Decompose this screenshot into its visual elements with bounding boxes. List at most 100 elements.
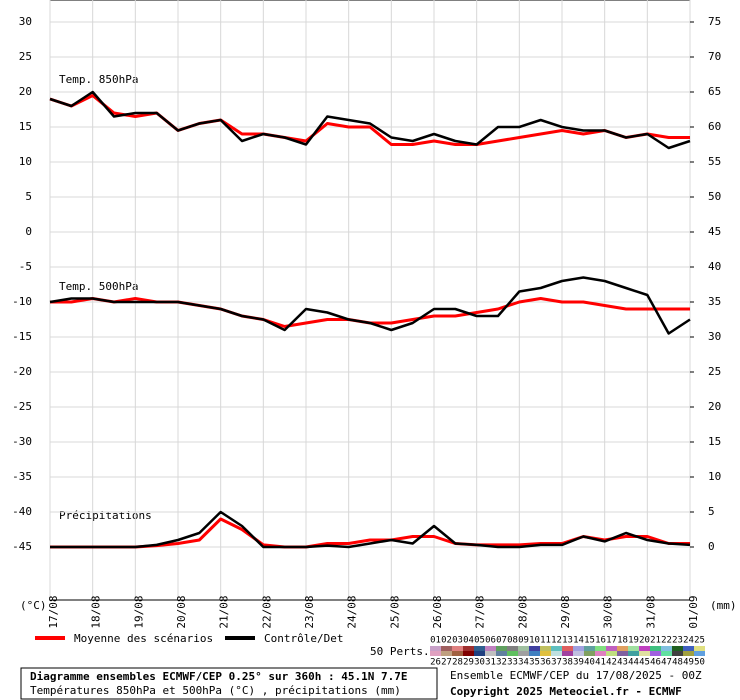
member-label: 44 bbox=[628, 658, 639, 668]
member-swatch bbox=[441, 646, 452, 651]
member-label: 08 bbox=[507, 636, 518, 646]
member-swatch bbox=[562, 651, 573, 656]
member-label: 13 bbox=[562, 636, 573, 646]
member-swatch bbox=[694, 651, 705, 656]
member-label: 23 bbox=[672, 636, 683, 646]
y2-tick-label: 75 bbox=[708, 15, 721, 28]
member-swatch bbox=[573, 646, 584, 651]
x-tick-label: 28/08 bbox=[516, 595, 529, 628]
member-label: 01 bbox=[430, 636, 441, 646]
member-swatch bbox=[529, 651, 540, 656]
member-label: 03 bbox=[452, 636, 463, 646]
member-label: 47 bbox=[661, 658, 672, 668]
member-swatch bbox=[441, 651, 452, 656]
member-label: 16 bbox=[595, 636, 606, 646]
y-axis-label: (°C) bbox=[20, 599, 47, 612]
member-swatch bbox=[672, 646, 683, 651]
members-title: 50 Perts. bbox=[370, 645, 430, 658]
y2-tick-label: 40 bbox=[708, 260, 721, 273]
x-tick-label: 01/09 bbox=[687, 595, 700, 628]
member-label: 26 bbox=[430, 658, 441, 668]
member-label: 41 bbox=[595, 658, 606, 668]
member-label: 18 bbox=[617, 636, 628, 646]
panel-label: Temp. 500hPa bbox=[59, 280, 138, 293]
member-label: 36 bbox=[540, 658, 551, 668]
y-tick-label: 15 bbox=[19, 120, 32, 133]
member-swatch bbox=[661, 646, 672, 651]
y-tick-label: -40 bbox=[12, 505, 32, 518]
member-swatch bbox=[540, 651, 551, 656]
y2-tick-label: 10 bbox=[708, 470, 721, 483]
member-swatch bbox=[628, 646, 639, 651]
member-label: 40 bbox=[584, 658, 595, 668]
y2-tick-label: 65 bbox=[708, 85, 721, 98]
member-label: 10 bbox=[529, 636, 540, 646]
legend-label: Contrôle/Det bbox=[264, 632, 343, 645]
member-swatch bbox=[683, 651, 694, 656]
member-label: 11 bbox=[540, 636, 551, 646]
member-swatch bbox=[694, 646, 705, 651]
member-label: 34 bbox=[518, 658, 529, 668]
member-swatch bbox=[474, 646, 485, 651]
x-tick-label: 24/08 bbox=[346, 595, 359, 628]
member-label: 05 bbox=[474, 636, 485, 646]
y2-tick-label: 25 bbox=[708, 365, 721, 378]
y-tick-label: -10 bbox=[12, 295, 32, 308]
member-swatch bbox=[507, 651, 518, 656]
member-swatch bbox=[474, 651, 485, 656]
y-tick-label: 25 bbox=[19, 50, 32, 63]
member-swatch bbox=[617, 651, 628, 656]
member-label: 17 bbox=[606, 636, 617, 646]
member-swatch bbox=[485, 651, 496, 656]
y-tick-label: -20 bbox=[12, 365, 32, 378]
footer-title: Diagramme ensembles ECMWF/CEP 0.25° sur … bbox=[30, 670, 408, 683]
y2-tick-label: 5 bbox=[708, 505, 715, 518]
member-label: 39 bbox=[573, 658, 584, 668]
y2-tick-label: 50 bbox=[708, 190, 721, 203]
member-swatch bbox=[507, 646, 518, 651]
y-tick-label: 0 bbox=[25, 225, 32, 238]
footer-copyright: Copyright 2025 Meteociel.fr - ECMWF bbox=[450, 685, 682, 698]
member-label: 46 bbox=[650, 658, 661, 668]
member-label: 19 bbox=[628, 636, 639, 646]
y-tick-label: -15 bbox=[12, 330, 32, 343]
member-swatch bbox=[496, 646, 507, 651]
member-label: 20 bbox=[639, 636, 650, 646]
y-tick-label: 30 bbox=[19, 15, 32, 28]
x-tick-label: 19/08 bbox=[132, 595, 145, 628]
y2-tick-label: 35 bbox=[708, 295, 721, 308]
x-tick-label: 22/08 bbox=[260, 595, 273, 628]
y2-tick-label: 15 bbox=[708, 435, 721, 448]
y2-tick-label: 55 bbox=[708, 155, 721, 168]
member-label: 12 bbox=[551, 636, 562, 646]
member-swatch bbox=[650, 651, 661, 656]
member-label: 15 bbox=[584, 636, 595, 646]
member-swatch bbox=[584, 651, 595, 656]
member-label: 21 bbox=[650, 636, 661, 646]
member-swatch bbox=[617, 646, 628, 651]
member-swatch bbox=[463, 651, 474, 656]
member-label: 48 bbox=[672, 658, 683, 668]
member-label: 33 bbox=[507, 658, 518, 668]
x-tick-label: 29/08 bbox=[559, 595, 572, 628]
member-swatch bbox=[672, 651, 683, 656]
member-label: 31 bbox=[485, 658, 496, 668]
member-label: 32 bbox=[496, 658, 507, 668]
member-swatch bbox=[584, 646, 595, 651]
x-tick-label: 17/08 bbox=[47, 595, 60, 628]
y-tick-label: -30 bbox=[12, 435, 32, 448]
member-swatch bbox=[485, 646, 496, 651]
member-swatch bbox=[430, 646, 441, 651]
y2-tick-label: 30 bbox=[708, 330, 721, 343]
member-swatch bbox=[683, 646, 694, 651]
member-swatch bbox=[463, 646, 474, 651]
member-swatch bbox=[595, 646, 606, 651]
member-swatch bbox=[650, 646, 661, 651]
y2-axis-label: (mm) bbox=[710, 599, 737, 612]
member-label: 24 bbox=[683, 636, 694, 646]
series-line bbox=[50, 510, 691, 549]
member-label: 42 bbox=[606, 658, 617, 668]
member-swatch bbox=[452, 646, 463, 651]
